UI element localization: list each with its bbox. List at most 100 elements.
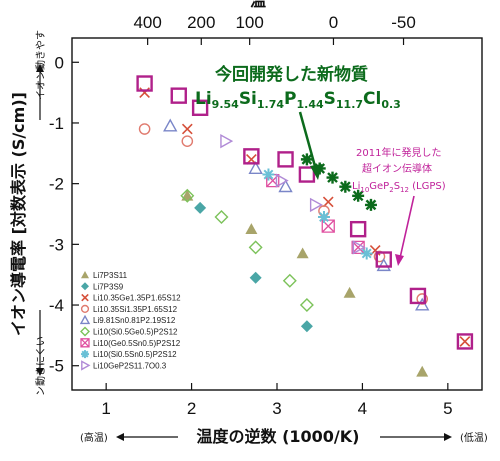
x-tick-label: 3 [272,399,281,418]
y-tick-label: -5 [49,357,64,376]
top-axis-label: 温 [249,0,266,10]
top-tick-label: 100 [235,13,263,32]
data-point-series-0 [343,286,356,298]
legend-label: Li10.35Ge1.35P1.65S12 [93,294,181,303]
data-point-series-4 [415,297,430,311]
data-point-series-7 [360,247,373,260]
top-axis-ticks: 400 200 100 0 -50 [133,13,416,45]
legend-marker [79,314,91,325]
data-point-series-9 [191,99,209,116]
legend-marker [80,326,90,337]
top-tick-label: 400 [133,13,161,32]
top-tick-label: -50 [391,13,416,32]
data-point-series-0 [416,365,429,377]
data-point-series-9 [349,220,367,238]
x-axis-arrow-right-head [444,433,452,441]
data-point-series-2 [139,87,150,98]
data-point-series-4 [163,118,178,132]
data-point-series-9 [456,333,474,350]
data-point-series-10 [339,180,352,193]
data-point-series-0 [245,223,258,234]
y-tick-label: -2 [49,175,64,194]
legend-marker [81,282,89,291]
data-point-series-1 [249,271,262,284]
legend-marker [80,304,90,314]
data-point-series-8 [275,173,289,188]
data-point-series-7 [262,168,275,181]
legend-label: Li10GeP2S11.7O0.3 [93,361,167,370]
data-point-series-8 [220,133,234,149]
new-material-title: 今回開発した新物質 [215,64,368,85]
legend-marker [81,293,89,302]
x-axis-right-note: (低温) [460,431,488,444]
data-point-series-9 [298,166,316,183]
data-point-series-5 [248,240,263,255]
data-point-series-4 [278,179,293,193]
x-axis-arrow-left-head [116,433,124,441]
data-point-series-2 [181,123,193,135]
data-point-series-9 [170,87,187,104]
lgps-note-line2: 超イオン伝導体 [362,162,432,175]
data-point-series-10 [300,153,313,166]
data-point-series-8 [352,240,366,255]
data-points [136,75,474,377]
plot-area [71,37,483,391]
x-axis-ticks: 1 2 3 4 5 [101,383,453,418]
new-material-arrow [298,111,318,171]
top-tick-label: 200 [187,13,215,32]
y-axis-arrow-up-head [36,64,44,72]
data-point-series-3 [181,135,194,147]
legend-marker [80,338,90,348]
lgps-note-formula: Li10GeP2S12 (LGPS) [352,181,446,194]
legend-label: Li7P3S11 [93,271,128,280]
x-tick-label: 4 [358,399,367,418]
legend-label: Li9.81Sn0.81P2.19S12 [93,316,176,325]
x-tick-label: 2 [187,399,196,418]
data-point-series-9 [277,151,294,168]
lgps-note-line1: 2011年に発見した [356,146,441,159]
data-point-series-5 [282,273,297,288]
lgps-arrow [399,195,415,259]
data-point-series-0 [296,247,309,259]
data-point-series-5 [299,298,314,313]
data-point-series-4 [376,258,391,272]
legend-label: Li10(Si0.5Ge0.5)P2S12 [93,328,178,337]
x-axis-label: 温度の逆数 (1000/K) [196,427,360,446]
data-point-series-5 [214,210,229,225]
legend-marker [81,360,91,371]
y-tick-label: -1 [49,114,64,133]
data-point-series-10 [352,189,365,202]
legend: Li7P3S11 Li7P3S9 Li10.35Ge1.35P1.65S12 Li10… [79,271,181,371]
data-point-series-10 [326,171,339,184]
data-point-series-9 [409,287,427,305]
data-point-series-9 [243,148,260,165]
data-point-series-9 [375,251,392,268]
new-material-formula: Li9.54Si1.74P1.44S11.7Cl0.3 [195,89,401,111]
top-tick-label: 0 [329,13,338,32]
x-tick-label: 1 [101,399,110,418]
data-point-series-10 [364,198,377,211]
legend-marker [81,350,89,359]
legend-label: Li10.35Si1.35P1.65S12 [93,305,178,314]
x-tick-label: 5 [443,399,452,418]
new-material-arrow-head [310,164,322,180]
data-point-series-0 [181,189,194,201]
lgps-arrow-head [395,254,404,266]
data-point-series-3 [138,123,151,135]
y-axis-arrow-down-head [36,368,44,376]
data-point-series-8 [309,197,323,213]
data-point-series-4 [248,161,263,174]
legend-label: Li7P3S9 [93,282,124,291]
data-point-series-2 [459,336,471,347]
y-axis-ticks: 0 -1 -2 -3 -4 -5 [49,53,79,376]
y-tick-label: 0 [55,53,64,72]
data-point-series-1 [194,201,207,214]
data-point-series-5 [180,188,195,203]
y-axis-label: イオン導電率 [対数表示 (S/cm)] [9,92,28,336]
data-point-series-7 [317,211,330,224]
legend-label: Li10(Si0.5Sn0.5)P2S12 [93,350,177,359]
legend-marker [81,271,89,279]
data-point-series-2 [322,196,334,208]
legend-label: Li10(Ge0.5Sn0.5)P2S12 [93,339,181,348]
